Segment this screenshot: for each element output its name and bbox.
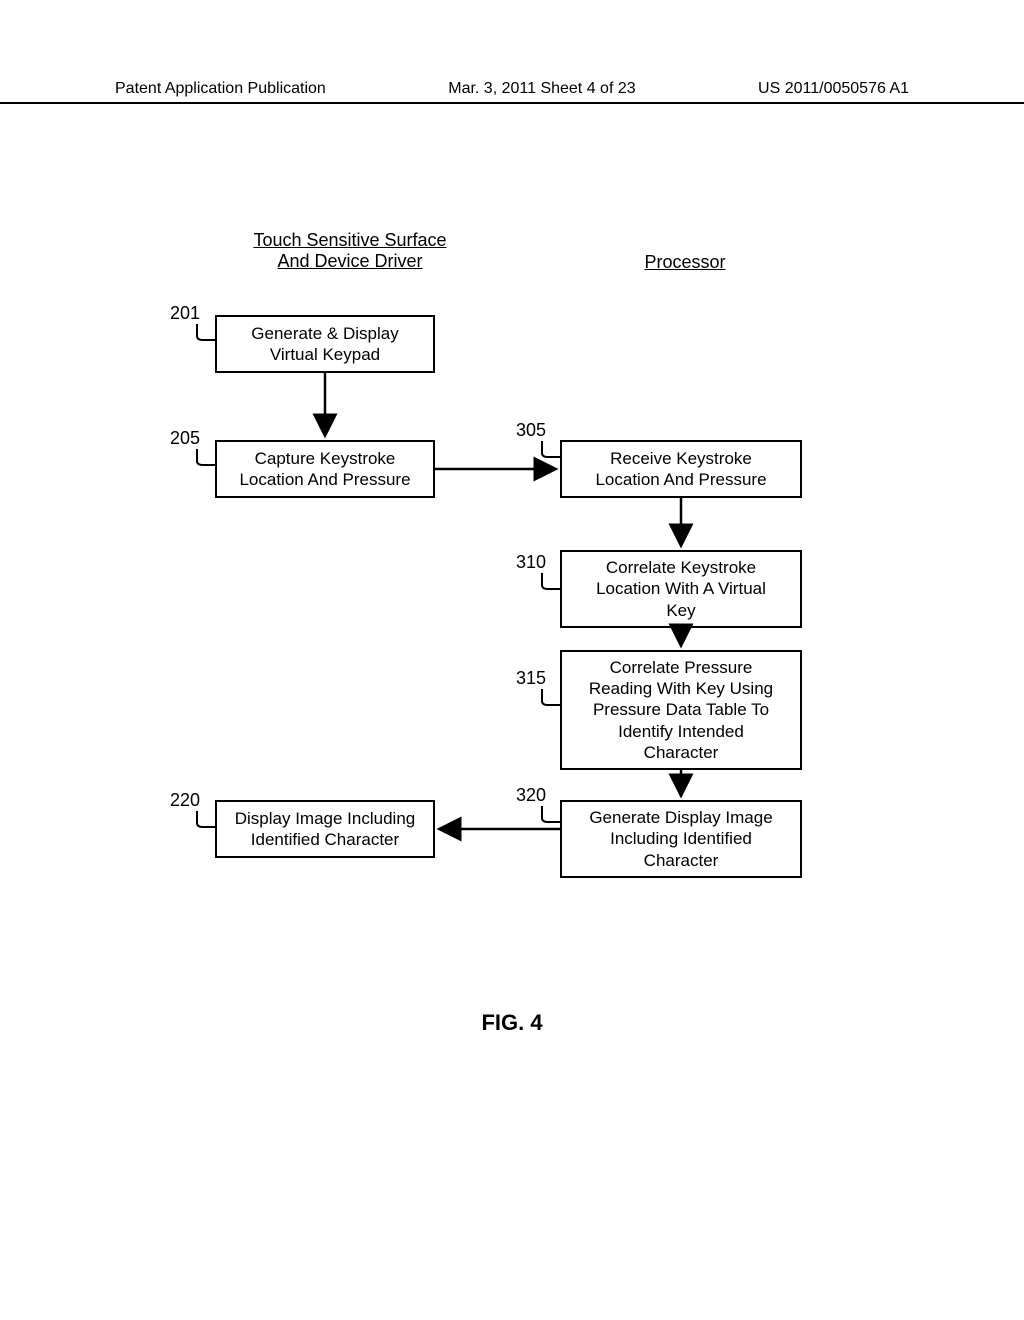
box-320: Generate Display ImageIncluding Identifi… [560, 800, 802, 878]
box-220-text: Display Image IncludingIdentified Charac… [235, 808, 415, 851]
page-header: Patent Application Publication Mar. 3, 2… [0, 80, 1024, 104]
hook-220 [195, 809, 217, 829]
ref-205: 205 [170, 428, 200, 449]
ref-315: 315 [516, 668, 546, 689]
hook-315 [540, 687, 562, 707]
box-201: Generate & DisplayVirtual Keypad [215, 315, 435, 373]
left-column-title: Touch Sensitive SurfaceAnd Device Driver [235, 230, 465, 272]
hook-320 [540, 804, 562, 824]
right-column-title-text: Processor [644, 252, 725, 272]
figure-label: FIG. 4 [0, 1010, 1024, 1036]
box-205-text: Capture KeystrokeLocation And Pressure [239, 448, 410, 491]
ref-310: 310 [516, 552, 546, 573]
box-201-text: Generate & DisplayVirtual Keypad [251, 323, 398, 366]
box-205: Capture KeystrokeLocation And Pressure [215, 440, 435, 498]
header-right: US 2011/0050576 A1 [758, 80, 909, 98]
box-220: Display Image IncludingIdentified Charac… [215, 800, 435, 858]
right-column-title: Processor [620, 252, 750, 273]
box-305-text: Receive KeystrokeLocation And Pressure [595, 448, 766, 491]
flow-arrows [0, 0, 1024, 1320]
ref-320: 320 [516, 785, 546, 806]
box-315-text: Correlate PressureReading With Key Using… [589, 657, 773, 763]
ref-220: 220 [170, 790, 200, 811]
box-320-text: Generate Display ImageIncluding Identifi… [589, 807, 772, 871]
box-315: Correlate PressureReading With Key Using… [560, 650, 802, 770]
header-left: Patent Application Publication [115, 80, 326, 98]
box-305: Receive KeystrokeLocation And Pressure [560, 440, 802, 498]
box-310: Correlate KeystrokeLocation With A Virtu… [560, 550, 802, 628]
header-center: Mar. 3, 2011 Sheet 4 of 23 [448, 80, 635, 98]
ref-305: 305 [516, 420, 546, 441]
hook-310 [540, 571, 562, 591]
left-column-title-text: Touch Sensitive SurfaceAnd Device Driver [253, 230, 446, 271]
box-310-text: Correlate KeystrokeLocation With A Virtu… [596, 557, 766, 621]
hook-205 [195, 447, 217, 467]
ref-201: 201 [170, 303, 200, 324]
hook-201 [195, 322, 217, 342]
hook-305 [540, 439, 562, 459]
